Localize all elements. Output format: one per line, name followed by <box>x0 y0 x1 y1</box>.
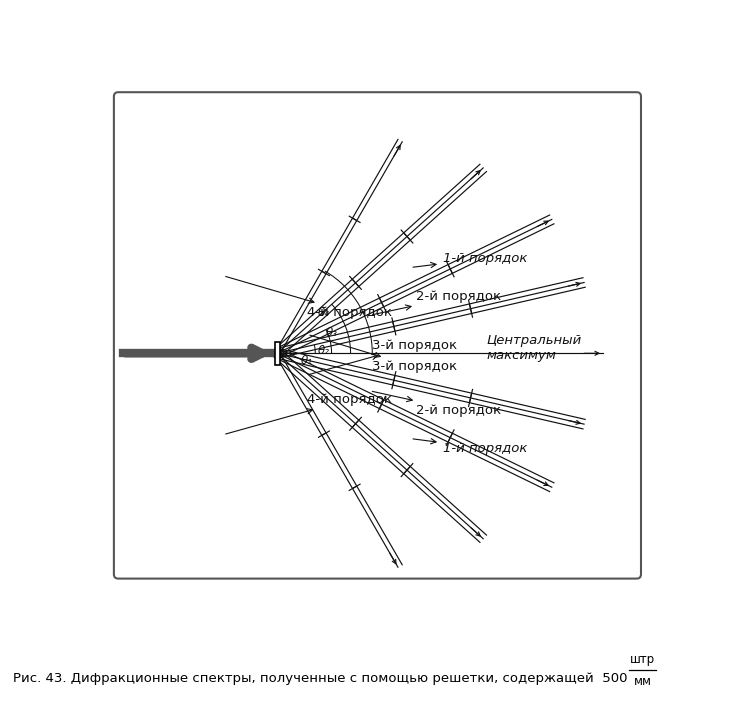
Text: Центральный
максимум: Центральный максимум <box>486 334 581 362</box>
Text: 4-й порядок: 4-й порядок <box>226 393 392 434</box>
Text: 2-й порядок: 2-й порядок <box>372 290 501 314</box>
Text: 1-й порядок: 1-й порядок <box>413 252 527 268</box>
Text: θ₄: θ₄ <box>318 306 329 319</box>
Text: θ₂: θ₂ <box>318 343 329 357</box>
Text: 3-й порядок: 3-й порядок <box>310 335 458 374</box>
FancyBboxPatch shape <box>114 92 641 579</box>
Text: θ₃: θ₃ <box>326 326 338 339</box>
Text: 1-й порядок: 1-й порядок <box>413 439 527 455</box>
Text: 2-й порядок: 2-й порядок <box>372 391 501 417</box>
Text: θ₁: θ₁ <box>301 354 313 367</box>
Text: Рис. 43. Дифракционные спектры, полученные с помощью решетки, содержащей  500: Рис. 43. Дифракционные спектры, полученн… <box>13 672 632 685</box>
Text: 3-й порядок: 3-й порядок <box>310 338 458 374</box>
Text: штр: штр <box>630 653 655 666</box>
Text: 4-й порядок: 4-й порядок <box>226 276 392 319</box>
Text: мм: мм <box>634 675 652 687</box>
Bar <box>275 342 280 364</box>
